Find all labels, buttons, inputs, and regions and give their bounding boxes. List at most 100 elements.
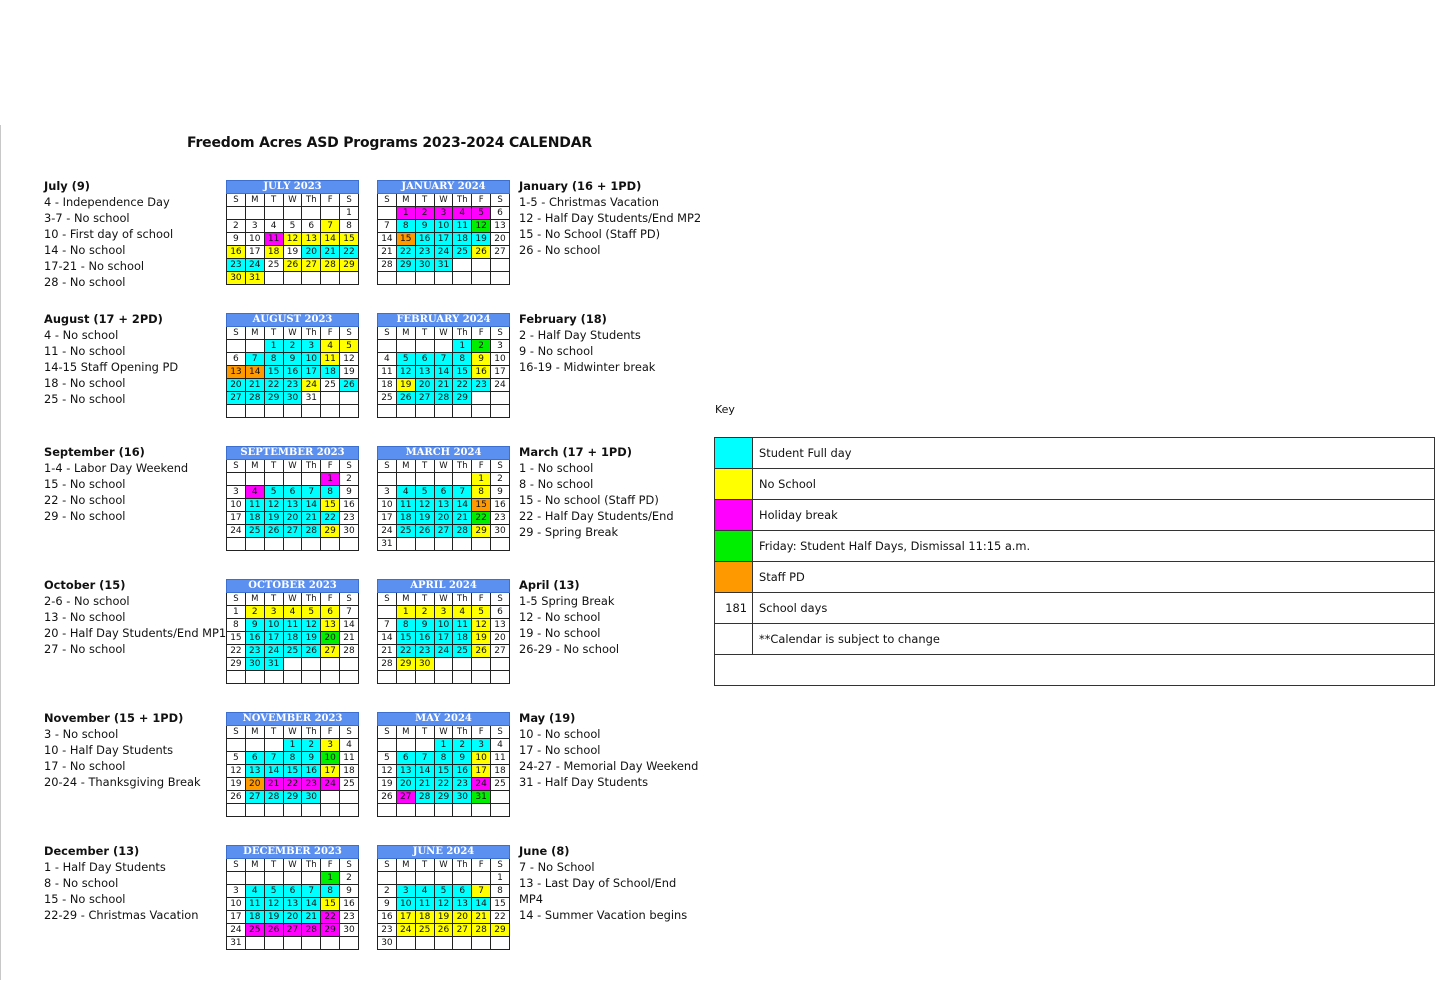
weekday-label: Th <box>452 459 473 473</box>
week-row: 28 29 30 31 <box>377 258 510 272</box>
month-note-line: 1 - Half Day Students <box>44 860 166 874</box>
weekday-label: S <box>377 725 397 739</box>
month-notes-heading: March (17 + 1PD) <box>519 445 632 459</box>
month-notes-heading: October (15) <box>44 578 126 592</box>
month-title: JULY 2023 <box>226 180 359 194</box>
empty-day-cell <box>263 670 284 684</box>
day-cell: 23 <box>339 910 359 924</box>
empty-day-cell <box>244 537 265 551</box>
day-cell: 17 <box>226 511 246 525</box>
day-cell: 16 <box>414 232 435 246</box>
weekday-label: Th <box>452 193 473 207</box>
weekday-label: S <box>377 326 397 340</box>
day-cell: 30 <box>339 524 359 538</box>
weekday-label: S <box>490 592 510 606</box>
day-cell: 24 <box>433 245 454 259</box>
day-cell: 6 <box>452 884 473 898</box>
day-cell: 20 <box>226 378 246 392</box>
day-cell: 17 <box>471 764 492 778</box>
empty-day-cell <box>226 738 246 752</box>
empty-day-cell <box>226 472 246 486</box>
week-row: 11 12 13 14 15 16 17 <box>377 365 510 379</box>
day-cell: 16 <box>244 631 265 645</box>
day-cell: 20 <box>301 245 322 259</box>
week-row: 26 27 28 29 30 31 <box>377 790 510 804</box>
month-title: DECEMBER 2023 <box>226 845 359 859</box>
day-cell: 4 <box>414 884 435 898</box>
week-row: 8 9 10 11 12 13 14 <box>226 618 359 632</box>
month-calendar: APRIL 2024 S M T W Th F S 1 2 3 4 5 6 7 8 9 10 11 12 13 14 15 1… <box>377 579 510 684</box>
empty-day-cell <box>301 657 322 671</box>
empty-day-cell <box>301 271 322 285</box>
weekday-label: W <box>433 725 454 739</box>
week-row: 21 22 23 24 25 26 27 <box>377 644 510 658</box>
month-title: AUGUST 2023 <box>226 313 359 327</box>
weekday-label: S <box>490 858 510 872</box>
day-cell: 10 <box>433 618 454 632</box>
empty-day-cell <box>452 271 473 285</box>
weekday-label: M <box>395 592 416 606</box>
weekday-label: Th <box>301 193 322 207</box>
weekday-row: S M T W Th F S <box>226 326 359 340</box>
day-cell: 16 <box>226 245 246 259</box>
empty-day-cell <box>377 472 397 486</box>
day-cell: 13 <box>490 219 510 233</box>
key-color-swatch <box>714 530 753 562</box>
empty-day-cell <box>320 790 341 804</box>
day-cell: 28 <box>244 391 265 405</box>
week-row: 23 24 25 26 27 28 29 <box>226 258 359 272</box>
day-cell: 21 <box>263 777 284 791</box>
day-cell: 30 <box>282 391 303 405</box>
day-cell: 31 <box>226 936 246 950</box>
day-cell: 11 <box>244 897 265 911</box>
week-row: 27 28 29 30 31 <box>226 391 359 405</box>
day-cell: 26 <box>471 644 492 658</box>
month-calendar: AUGUST 2023 S M T W Th F S 1 2 3 4 5 6 7 8 9 10 11 12 13 14 15… <box>226 313 359 418</box>
day-cell: 11 <box>395 498 416 512</box>
month-note-line: 1 - No school <box>519 461 594 475</box>
day-cell: 8 <box>490 884 510 898</box>
day-cell: 8 <box>320 884 341 898</box>
day-cell: 27 <box>244 790 265 804</box>
day-cell: 6 <box>282 485 303 499</box>
day-cell: 22 <box>320 511 341 525</box>
page-title: Freedom Acres ASD Programs 2023-2024 CAL… <box>187 135 592 151</box>
week-row: 10 11 12 13 14 15 16 <box>377 498 510 512</box>
empty-day-cell <box>452 936 473 950</box>
day-cell: 11 <box>490 751 510 765</box>
month-notes: October (15) 2-6 - No school 13 - No schoo… <box>44 577 226 657</box>
day-cell: 2 <box>226 219 246 233</box>
day-cell: 29 <box>263 391 284 405</box>
month-note-line: 1-4 - Labor Day Weekend <box>44 461 189 475</box>
weekday-label: S <box>226 193 246 207</box>
weekday-label: W <box>282 326 303 340</box>
day-cell: 23 <box>301 777 322 791</box>
key-value-cell: 181 <box>714 592 753 624</box>
week-row: 20 21 22 23 24 25 26 <box>226 378 359 392</box>
day-cell: 13 <box>414 365 435 379</box>
day-cell: 19 <box>414 511 435 525</box>
week-row: 14 15 16 17 18 19 20 <box>377 631 510 645</box>
month-header-row: AUGUST 2023 <box>226 313 359 327</box>
month-note-line: 14 - No school <box>44 243 126 257</box>
day-cell: 18 <box>452 631 473 645</box>
day-cell: 25 <box>452 644 473 658</box>
day-cell: 7 <box>433 352 454 366</box>
week-row: 29 30 31 <box>226 657 359 671</box>
day-cell: 19 <box>263 511 284 525</box>
key-description: No School <box>752 468 1435 500</box>
empty-day-cell <box>226 206 246 220</box>
day-cell: 7 <box>301 884 322 898</box>
day-cell: 17 <box>377 511 397 525</box>
day-cell: 4 <box>244 485 265 499</box>
weekday-label: T <box>263 858 284 872</box>
day-cell: 27 <box>226 391 246 405</box>
month-note-line: 28 - No school <box>44 275 126 289</box>
day-cell: 27 <box>414 391 435 405</box>
week-row: 24 25 26 27 28 29 30 <box>226 923 359 937</box>
day-cell: 18 <box>414 910 435 924</box>
empty-day-cell <box>377 605 397 619</box>
